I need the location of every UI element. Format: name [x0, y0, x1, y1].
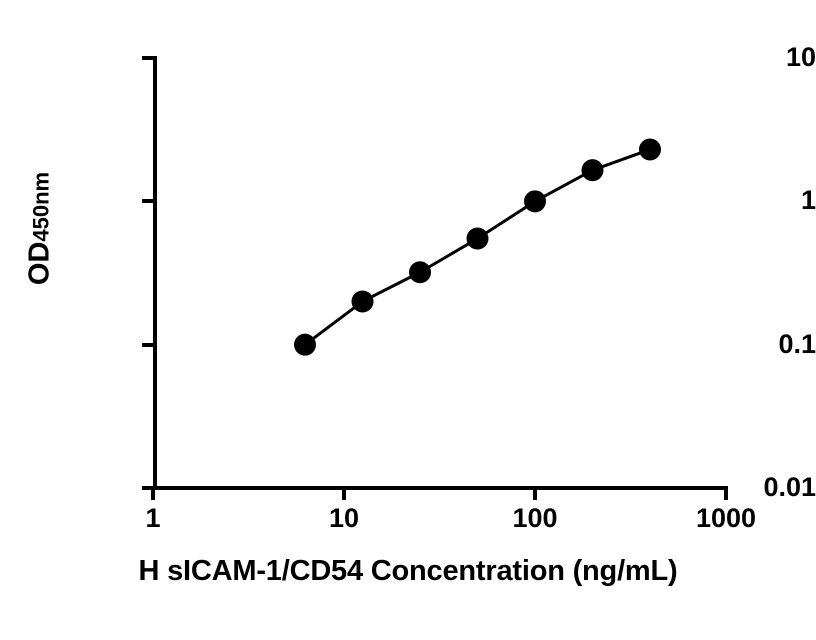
y-tick-0.01: [142, 486, 153, 490]
y-tick-1: [142, 199, 153, 203]
data-point: [351, 290, 374, 313]
y-axis-line: [153, 56, 157, 490]
series-line: [303, 147, 652, 347]
x-tick-1: [151, 488, 155, 500]
y-tick-0.1: [142, 343, 153, 347]
y-axis-title: OD450nm: [24, 79, 57, 379]
x-tick-label-1000: 1000: [695, 503, 757, 533]
x-axis-line: [151, 486, 728, 490]
y-tick-label-0.01: 0.01: [763, 472, 816, 502]
data-point: [294, 333, 317, 356]
y-axis-title-base: OD: [23, 241, 56, 286]
series-markers: [294, 138, 661, 356]
data-point: [524, 190, 546, 213]
y-axis-title-subscript: 450nm: [28, 171, 54, 242]
x-tick-label-10: 10: [328, 503, 360, 533]
data-point: [638, 138, 661, 161]
x-axis-title: H sICAM-1/CD54 Concentration (ng/mL): [138, 555, 678, 587]
x-tick-10: [342, 488, 346, 500]
data-point: [581, 159, 604, 182]
x-tick-label-1: 1: [145, 503, 161, 533]
x-tick-1000: [724, 488, 728, 500]
y-tick-label-1: 1: [800, 185, 816, 215]
data-point: [466, 227, 489, 250]
data-point: [409, 261, 432, 284]
x-tick-label-100: 100: [512, 503, 558, 533]
x-tick-100: [533, 488, 537, 500]
y-tick-10: [142, 56, 153, 60]
y-tick-label-10: 10: [785, 42, 816, 72]
y-tick-label-0.1: 0.1: [778, 329, 816, 359]
